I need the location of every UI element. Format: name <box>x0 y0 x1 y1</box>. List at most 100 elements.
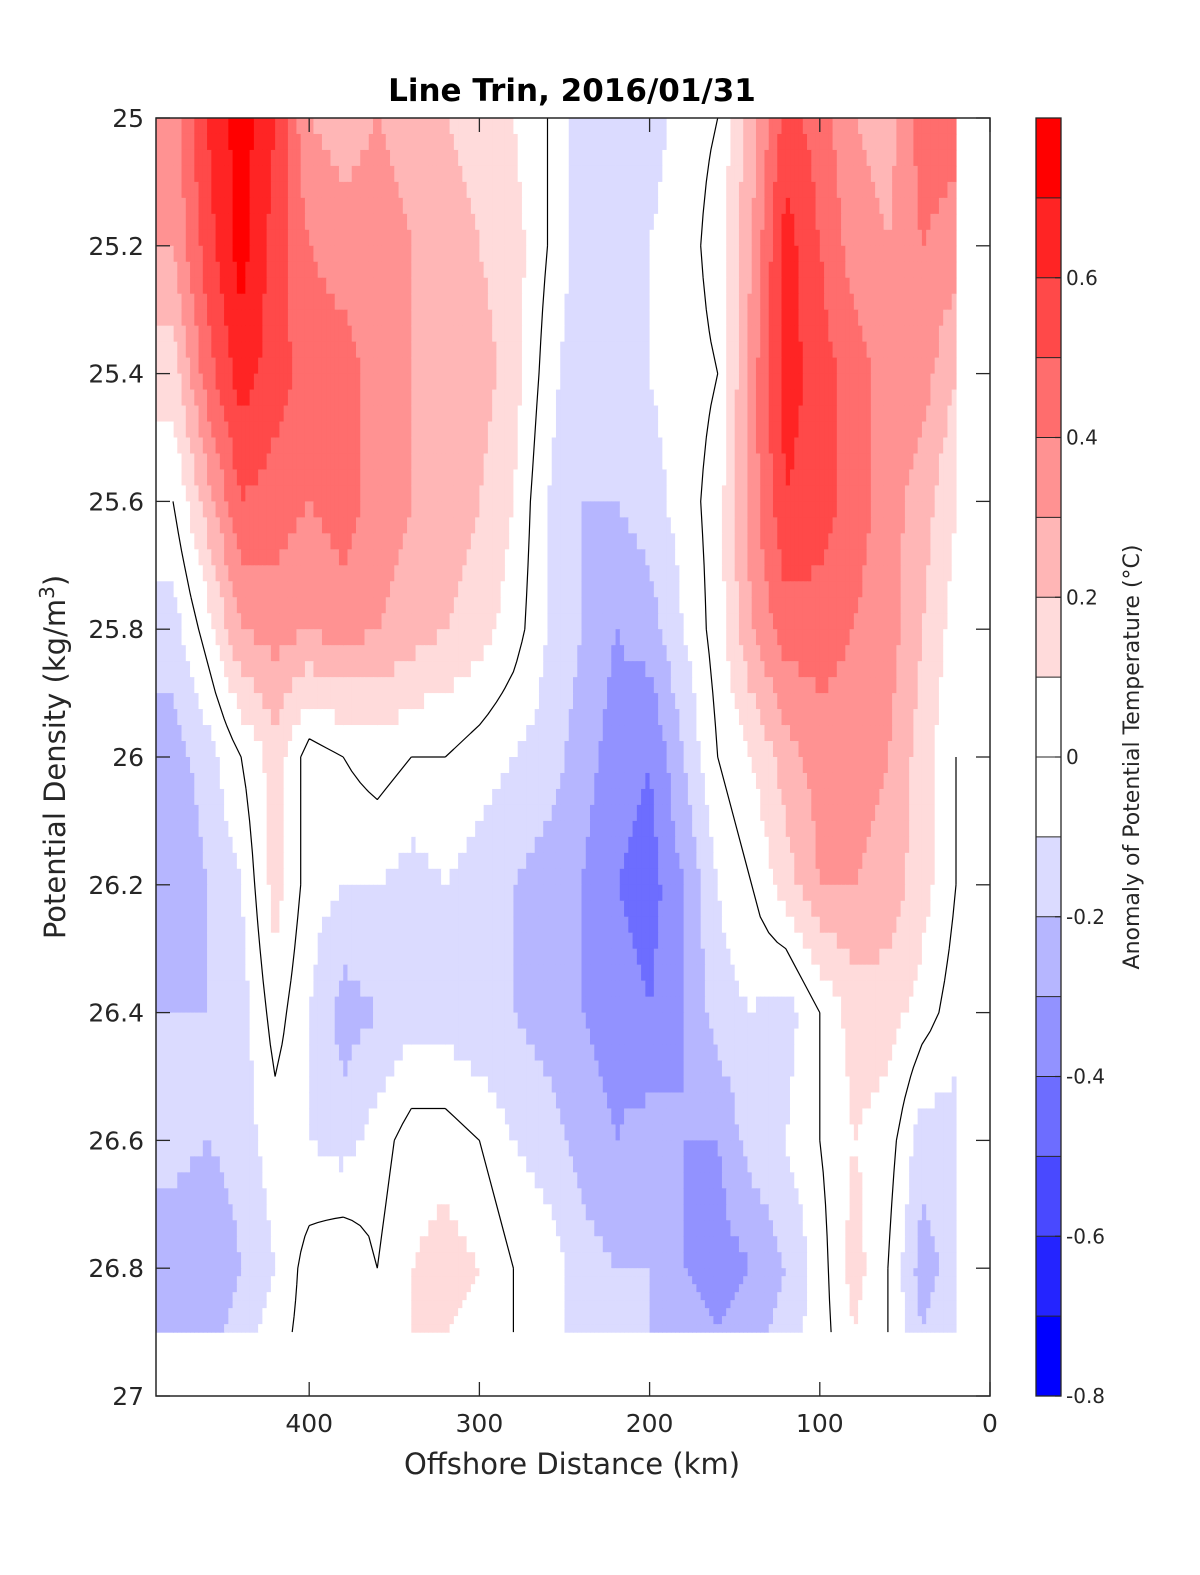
contour-cell <box>921 357 927 375</box>
contour-cell <box>424 341 429 359</box>
contour-cell <box>538 389 544 407</box>
contour-cell <box>343 389 349 407</box>
contour-cell <box>768 197 774 215</box>
contour-cell <box>738 277 744 295</box>
contour-cell <box>385 261 391 279</box>
contour-cell <box>683 309 689 327</box>
contour-cell <box>202 485 208 503</box>
contour-cell <box>790 437 795 455</box>
contour-cell <box>832 229 838 247</box>
contour-cell <box>321 197 327 215</box>
contour-cell <box>215 118 221 135</box>
contour-cell <box>207 229 212 247</box>
contour-cell <box>887 261 893 279</box>
contour-cell <box>377 229 383 247</box>
contour-cell <box>687 245 693 263</box>
contour-cell <box>760 261 766 279</box>
contour-cell <box>317 597 323 614</box>
contour-cell <box>790 229 795 247</box>
contour-cell <box>781 421 787 439</box>
contour-cell <box>636 357 642 375</box>
contour-cell <box>296 501 302 518</box>
contour-cell <box>173 613 178 630</box>
contour-cell <box>641 373 646 391</box>
contour-cell <box>228 421 234 439</box>
contour-cell <box>785 133 791 151</box>
contour-cell <box>326 293 332 311</box>
contour-cell <box>513 389 519 407</box>
contour-cell <box>721 405 727 423</box>
contour-cell <box>453 389 459 407</box>
contour-cell <box>419 325 425 343</box>
contour-cell <box>432 405 438 423</box>
contour-cell <box>568 453 574 471</box>
contour-cell <box>458 501 463 518</box>
contour-cell <box>615 165 621 183</box>
contour-cell <box>458 197 463 215</box>
contour-cell <box>219 533 225 550</box>
contour-cell <box>815 485 821 503</box>
contour-cell <box>709 469 715 487</box>
contour-cell <box>224 229 229 247</box>
contour-cell <box>730 389 736 407</box>
contour-cell <box>675 118 680 135</box>
contour-cell <box>181 453 187 471</box>
contour-cell <box>453 501 459 518</box>
contour-cell <box>666 213 672 231</box>
contour-cell <box>487 453 493 471</box>
contour-cell <box>717 118 723 135</box>
contour-cell <box>828 389 834 407</box>
contour-cell <box>343 325 349 343</box>
contour-cell <box>807 165 812 183</box>
contour-cell <box>394 357 400 375</box>
contour-cell <box>883 485 889 503</box>
contour-cell <box>304 581 310 598</box>
contour-cell <box>658 373 663 391</box>
contour-cell <box>377 613 383 630</box>
contour-cell <box>364 229 370 247</box>
contour-cell <box>696 421 702 439</box>
contour-cell <box>679 405 685 423</box>
contour-cell <box>415 421 421 439</box>
contour-cell <box>245 165 251 183</box>
contour-cell <box>249 245 255 263</box>
contour-cell <box>670 245 676 263</box>
contour-cell <box>432 261 438 279</box>
contour-cell <box>721 213 727 231</box>
contour-cell <box>904 341 910 359</box>
contour-cell <box>951 357 957 375</box>
contour-cell <box>381 485 387 503</box>
contour-cell <box>581 197 587 215</box>
contour-cell <box>368 581 374 598</box>
contour-cell <box>275 118 280 135</box>
contour-cell <box>492 309 498 327</box>
contour-cell <box>790 453 795 471</box>
contour-cell <box>492 197 498 215</box>
contour-cell <box>607 325 612 343</box>
contour-cell <box>194 245 200 263</box>
contour-cell <box>313 229 319 247</box>
contour-cell <box>258 517 263 534</box>
contour-cell <box>730 181 736 199</box>
contour-cell <box>679 373 685 391</box>
contour-cell <box>258 373 263 391</box>
contour-cell <box>304 389 310 407</box>
contour-cell <box>317 213 323 231</box>
contour-cell <box>645 405 651 423</box>
contour-cell <box>790 277 795 295</box>
contour-cell <box>772 133 778 151</box>
contour-cell <box>228 213 234 231</box>
contour-cell <box>853 389 859 407</box>
contour-cell <box>781 357 787 375</box>
contour-cell <box>845 133 851 151</box>
contour-cell <box>568 437 574 455</box>
contour-cell <box>598 405 604 423</box>
contour-cell <box>738 325 744 343</box>
contour-cell <box>709 181 715 199</box>
contour-cell <box>198 389 204 407</box>
contour-cell <box>717 341 723 359</box>
contour-cell <box>909 405 915 423</box>
contour-cell <box>245 501 251 518</box>
contour-cell <box>368 245 374 263</box>
contour-cell <box>760 165 766 183</box>
